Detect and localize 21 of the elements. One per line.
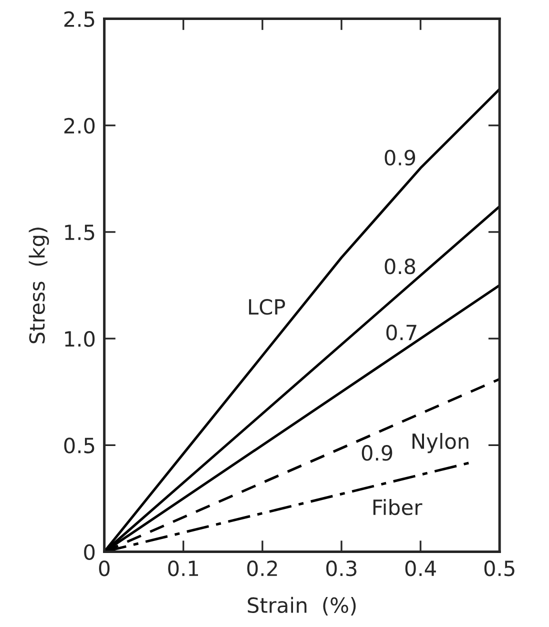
annotation: LCP [249, 299, 286, 315]
x-tick-label: 0 [99, 560, 110, 576]
annotation: Nylon [412, 432, 468, 454]
y-tick-label: 2.5 [64, 11, 94, 28]
y-tick-label: 1.5 [65, 224, 94, 240]
x-tick-label: 0.4 [405, 560, 436, 576]
series-label: 0.8 [384, 258, 416, 274]
y-tick-label: 2.0 [64, 118, 95, 134]
series-label: 0.7 [386, 324, 416, 340]
series-label: 0.9 [384, 150, 416, 166]
x-axis-title: Strain (%) [248, 596, 356, 616]
annotation: Fiber [373, 499, 422, 516]
x-tick-label: 0.2 [247, 560, 277, 576]
y-axis-title: Stress (kg) [28, 228, 49, 344]
y-tick-label: 0 [84, 544, 95, 560]
x-tick-label: 0.5 [484, 560, 514, 576]
series-label: 0.9 [362, 445, 392, 461]
x-tick-label: 0.1 [168, 560, 198, 576]
y-tick-label: 1.0 [65, 331, 95, 347]
y-tick-label: 0.5 [64, 438, 94, 454]
x-tick-label: 0.3 [326, 560, 356, 576]
